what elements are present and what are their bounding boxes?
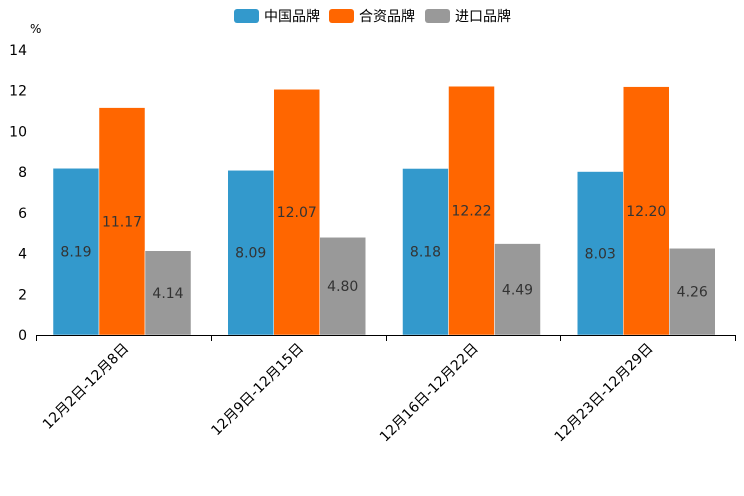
x-tick-label: 12月16日-12月22日	[377, 341, 482, 446]
y-tick-label: 10	[9, 124, 27, 140]
bar	[448, 85, 495, 336]
bars: 8.19 11.17 4.14 8.09 12.07 4.80 8.18 12.22 4.49 8…	[52, 85, 716, 336]
y-tick-label: 8	[18, 165, 27, 181]
x-tick-label: 12月2日-12月8日	[40, 341, 132, 433]
legend: 中国品牌 合资品牌 进口品牌	[234, 8, 511, 25]
bar-value-label: 4.14	[152, 286, 183, 302]
y-axis-unit: %	[30, 22, 41, 36]
bar	[577, 171, 624, 336]
bar-value-label: 4.49	[502, 282, 533, 298]
legend-label: 合资品牌	[359, 8, 415, 25]
bar	[273, 89, 320, 336]
bar	[98, 107, 146, 336]
bar-value-label: 12.20	[626, 204, 666, 220]
y-tick-label: 14	[9, 43, 27, 59]
bar	[52, 168, 100, 336]
y-axis: 0 2 4 6 8 10 12 14	[9, 43, 27, 344]
legend-swatch	[234, 9, 259, 23]
legend-swatch	[329, 9, 354, 23]
x-tick-label: 12月9日-12月15日	[208, 341, 307, 440]
bar	[144, 250, 192, 336]
bar-value-label: 8.19	[60, 245, 91, 261]
legend-swatch	[425, 9, 450, 23]
y-tick-label: 2	[18, 287, 27, 303]
bar-value-label: 4.26	[677, 285, 708, 301]
bar-value-label: 4.80	[327, 279, 358, 295]
bar	[227, 170, 274, 336]
bar-value-label: 8.18	[410, 245, 441, 261]
bar-value-label: 8.09	[235, 246, 266, 262]
y-tick-label: 12	[9, 84, 27, 100]
x-tick-label: 12月23日-12月29日	[552, 341, 657, 446]
bar	[402, 168, 449, 336]
y-tick-label: 4	[18, 247, 27, 263]
bar-value-label: 11.17	[102, 214, 142, 230]
bar	[319, 237, 366, 336]
y-tick-label: 0	[18, 328, 27, 344]
legend-label: 中国品牌	[264, 8, 320, 25]
y-tick-label: 6	[18, 206, 27, 222]
bar-value-label: 12.07	[277, 205, 317, 221]
bar-value-label: 8.03	[585, 246, 616, 262]
x-axis: 12月2日-12月8日 12月9日-12月15日 12月16日-12月22日 12月2…	[36, 335, 736, 445]
bar-value-label: 12.22	[451, 204, 491, 220]
bar	[669, 248, 716, 336]
legend-label: 进口品牌	[455, 8, 511, 25]
bar	[623, 86, 670, 336]
